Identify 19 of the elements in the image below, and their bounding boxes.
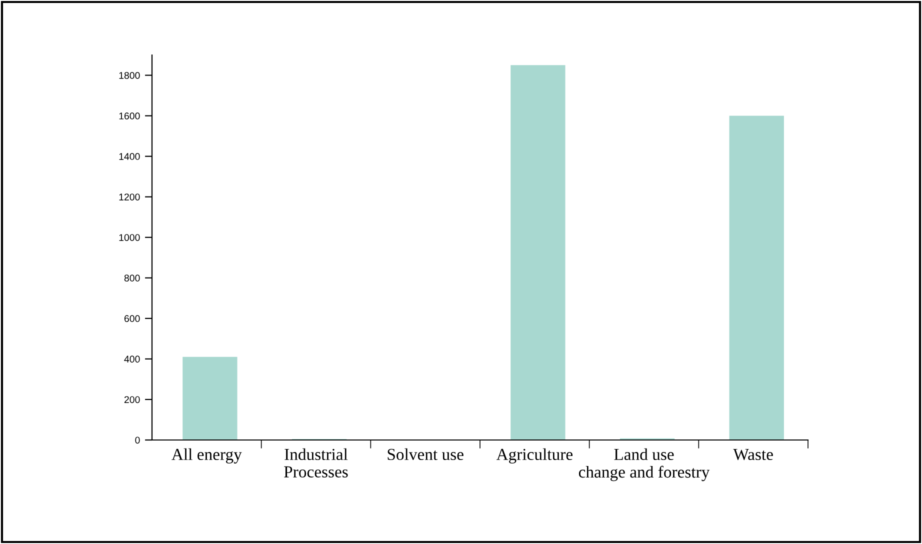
x-tick-label: Agriculture (496, 448, 572, 464)
y-tick-label: 1400 (119, 153, 140, 160)
x-tick-label: Solvent use (388, 448, 464, 460)
y-tick-label: 200 (124, 396, 140, 404)
x-tick-label: Industrial Processes (284, 448, 348, 478)
x-tick-label: Waste (733, 448, 773, 460)
y-tick-label: 1600 (119, 112, 140, 120)
y-tick-label: 400 (124, 356, 140, 363)
bar (182, 356, 238, 440)
bar (729, 116, 784, 440)
y-tick-label: 1000 (119, 234, 140, 241)
x-tick-label: All energy (172, 448, 242, 464)
bar (510, 65, 566, 440)
x-tick-label: Land use change and forestry (578, 448, 710, 482)
y-tick-label: 800 (124, 274, 140, 282)
y-tick-label: 1200 (119, 194, 140, 200)
y-tick-label: 0 (135, 436, 140, 444)
y-tick-label: 600 (124, 315, 140, 322)
y-tick-label: 1800 (119, 72, 140, 79)
